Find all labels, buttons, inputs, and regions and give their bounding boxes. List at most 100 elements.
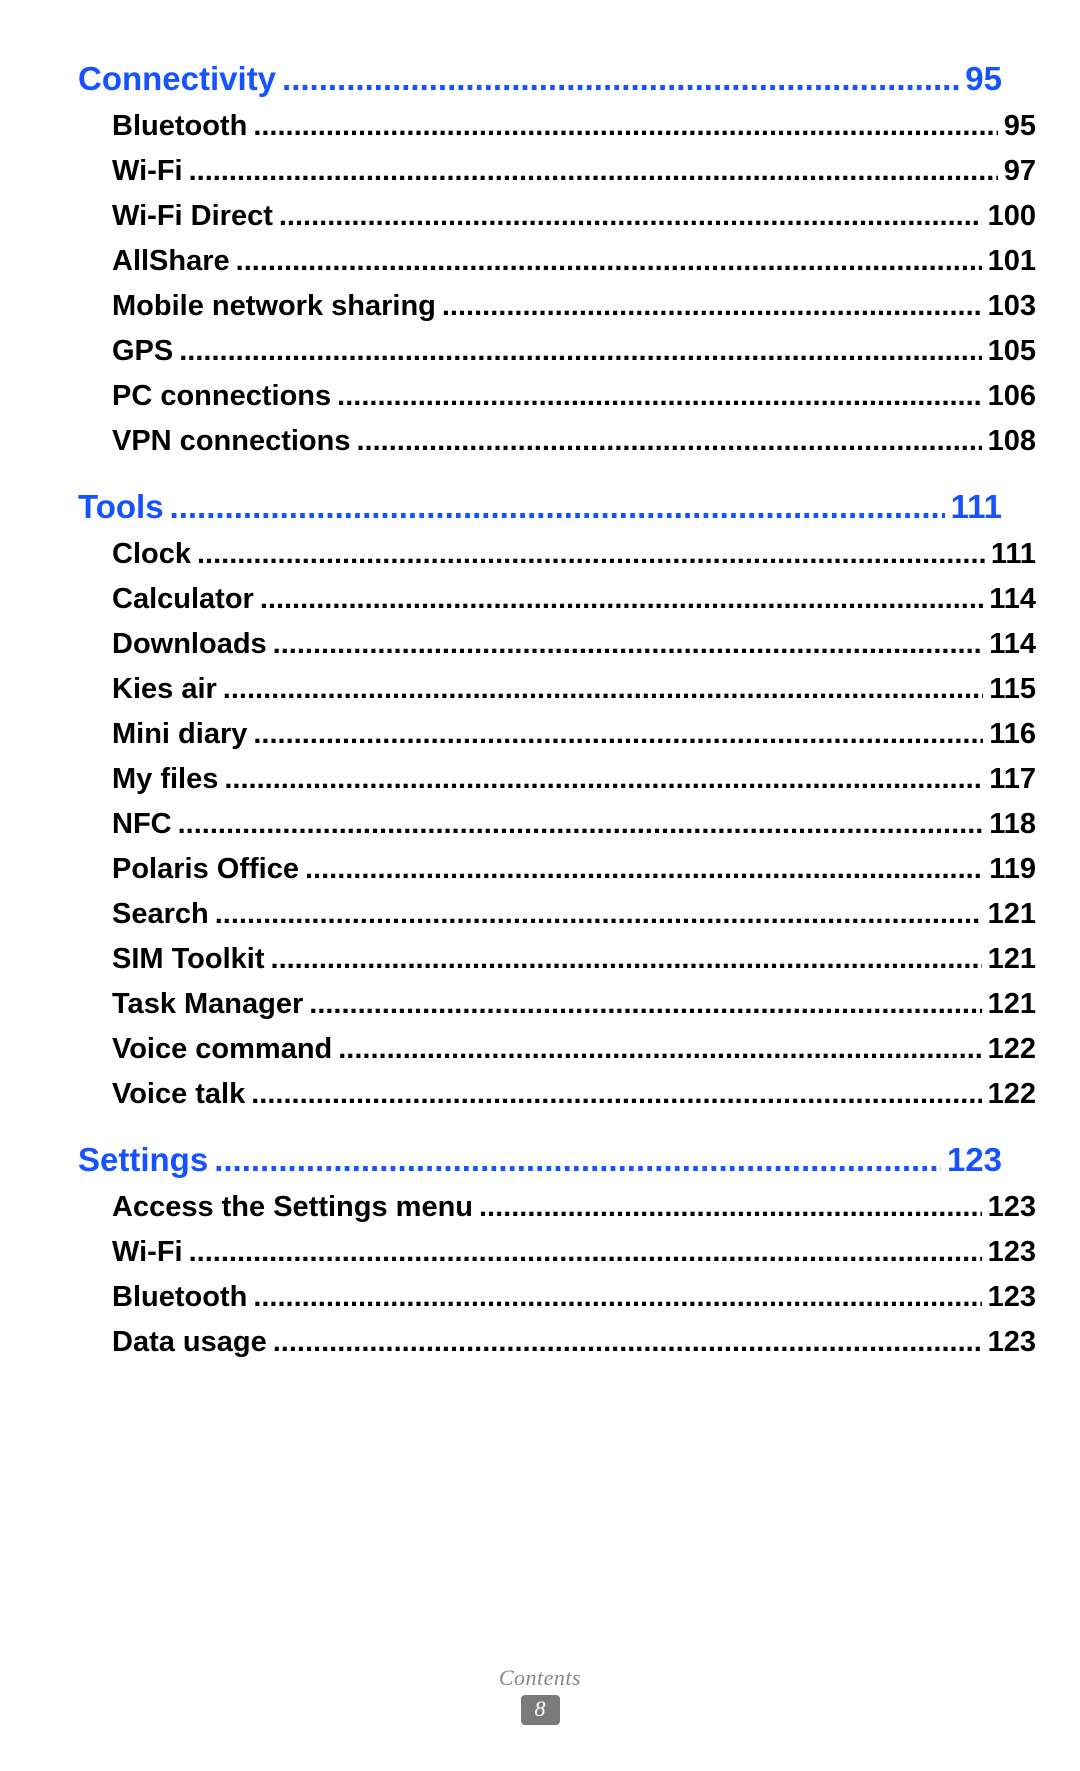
toc-item-row[interactable]: AllShare ...............................… <box>78 245 1036 278</box>
toc-leader: ........................................… <box>189 155 998 188</box>
toc-item-row[interactable]: Access the Settings menu ...............… <box>78 1191 1036 1224</box>
toc-item-page: 114 <box>989 583 1036 616</box>
toc-item-page: 105 <box>988 335 1036 368</box>
toc-item-row[interactable]: Bluetooth ..............................… <box>78 110 1036 143</box>
toc-leader: ........................................… <box>189 1236 982 1269</box>
toc-item-label: Polaris Office <box>112 853 299 886</box>
toc-item-page: 121 <box>988 988 1036 1021</box>
toc-item-row[interactable]: Calculator .............................… <box>78 583 1036 616</box>
toc-item-page: 121 <box>988 898 1036 931</box>
toc-item-row[interactable]: My files ...............................… <box>78 763 1036 796</box>
toc-item-page: 114 <box>989 628 1036 661</box>
toc-leader: ........................................… <box>338 1033 981 1066</box>
toc-leader: ........................................… <box>215 898 982 931</box>
toc-section-page: 123 <box>947 1141 1002 1179</box>
toc-section-page: 95 <box>965 60 1002 98</box>
toc-section-row[interactable]: Settings ...............................… <box>78 1141 1002 1179</box>
toc-item-row[interactable]: Bluetooth ..............................… <box>78 1281 1036 1314</box>
toc-item-label: Data usage <box>112 1326 267 1359</box>
toc-item-page: 123 <box>988 1191 1036 1224</box>
toc-item-row[interactable]: Wi-Fi Direct ...........................… <box>78 200 1036 233</box>
toc-leader: ........................................… <box>357 425 982 458</box>
toc-item-page: 117 <box>989 763 1036 796</box>
toc-item-row[interactable]: Mini diary .............................… <box>78 718 1036 751</box>
toc-item-page: 101 <box>988 245 1036 278</box>
toc-item-page: 97 <box>1004 155 1036 188</box>
toc-item-row[interactable]: PC connections .........................… <box>78 380 1036 413</box>
toc-item-row[interactable]: Clock ..................................… <box>78 538 1036 571</box>
toc-leader: ........................................… <box>273 1326 982 1359</box>
toc-item-row[interactable]: Task Manager ...........................… <box>78 988 1036 1021</box>
toc-item-label: Task Manager <box>112 988 303 1021</box>
toc-section-row[interactable]: Tools ..................................… <box>78 488 1002 526</box>
toc-item-row[interactable]: GPS ....................................… <box>78 335 1036 368</box>
toc-container: Connectivity ...........................… <box>78 60 1002 1359</box>
toc-leader: ........................................… <box>273 628 984 661</box>
toc-leader: ........................................… <box>279 200 982 233</box>
toc-item-page: 106 <box>988 380 1036 413</box>
toc-item-label: Mini diary <box>112 718 247 751</box>
toc-leader: ........................................… <box>337 380 981 413</box>
toc-item-label: Wi-Fi Direct <box>112 200 273 233</box>
toc-item-label: PC connections <box>112 380 331 413</box>
toc-item-page: 123 <box>988 1326 1036 1359</box>
toc-item-row[interactable]: Data usage .............................… <box>78 1326 1036 1359</box>
toc-leader: ........................................… <box>253 110 997 143</box>
footer-section-label: Contents <box>0 1665 1080 1691</box>
toc-item-row[interactable]: Voice command ..........................… <box>78 1033 1036 1066</box>
toc-leader: ........................................… <box>214 1141 941 1179</box>
toc-item-label: Wi-Fi <box>112 155 183 188</box>
toc-item-row[interactable]: Polaris Office .........................… <box>78 853 1036 886</box>
toc-section-label: Tools <box>78 488 164 526</box>
toc-leader: ........................................… <box>309 988 981 1021</box>
toc-item-page: 115 <box>989 673 1036 706</box>
toc-item-label: Wi-Fi <box>112 1236 183 1269</box>
toc-item-row[interactable]: Voice talk .............................… <box>78 1078 1036 1111</box>
toc-leader: ........................................… <box>260 583 983 616</box>
toc-leader: ........................................… <box>179 335 981 368</box>
toc-item-row[interactable]: Wi-Fi ..................................… <box>78 155 1036 188</box>
toc-item-label: NFC <box>112 808 172 841</box>
toc-item-label: Mobile network sharing <box>112 290 436 323</box>
toc-leader: ........................................… <box>253 1281 981 1314</box>
toc-leader: ........................................… <box>282 60 959 98</box>
toc-leader: ........................................… <box>305 853 983 886</box>
toc-item-page: 95 <box>1004 110 1036 143</box>
toc-item-label: SIM Toolkit <box>112 943 265 976</box>
toc-item-page: 123 <box>988 1236 1036 1269</box>
toc-leader: ........................................… <box>442 290 982 323</box>
toc-page: Connectivity ...........................… <box>0 0 1080 1771</box>
toc-section-page: 111 <box>951 488 1002 526</box>
toc-leader: ........................................… <box>170 488 945 526</box>
toc-item-row[interactable]: Mobile network sharing .................… <box>78 290 1036 323</box>
toc-item-page: 116 <box>989 718 1036 751</box>
toc-leader: ........................................… <box>253 718 983 751</box>
toc-item-page: 123 <box>988 1281 1036 1314</box>
toc-item-label: VPN connections <box>112 425 351 458</box>
toc-item-page: 118 <box>989 808 1036 841</box>
toc-item-row[interactable]: VPN connections ........................… <box>78 425 1036 458</box>
toc-section-label: Connectivity <box>78 60 276 98</box>
toc-item-row[interactable]: Wi-Fi ..................................… <box>78 1236 1036 1269</box>
toc-section-row[interactable]: Connectivity ...........................… <box>78 60 1002 98</box>
toc-item-label: Calculator <box>112 583 254 616</box>
page-footer: Contents 8 <box>0 1665 1080 1725</box>
toc-item-label: Bluetooth <box>112 1281 247 1314</box>
toc-item-page: 119 <box>989 853 1036 886</box>
toc-item-row[interactable]: SIM Toolkit ............................… <box>78 943 1036 976</box>
toc-item-label: Voice command <box>112 1033 332 1066</box>
toc-leader: ........................................… <box>223 673 983 706</box>
toc-item-label: AllShare <box>112 245 230 278</box>
toc-item-row[interactable]: Downloads ..............................… <box>78 628 1036 661</box>
toc-item-label: My files <box>112 763 218 796</box>
toc-leader: ........................................… <box>224 763 983 796</box>
toc-item-row[interactable]: Kies air ...............................… <box>78 673 1036 706</box>
toc-item-page: 121 <box>988 943 1036 976</box>
toc-item-row[interactable]: Search .................................… <box>78 898 1036 931</box>
toc-leader: ........................................… <box>479 1191 982 1224</box>
toc-item-label: Kies air <box>112 673 217 706</box>
toc-item-label: Voice talk <box>112 1078 245 1111</box>
toc-item-label: Access the Settings menu <box>112 1191 473 1224</box>
toc-leader: ........................................… <box>236 245 982 278</box>
toc-item-row[interactable]: NFC ....................................… <box>78 808 1036 841</box>
